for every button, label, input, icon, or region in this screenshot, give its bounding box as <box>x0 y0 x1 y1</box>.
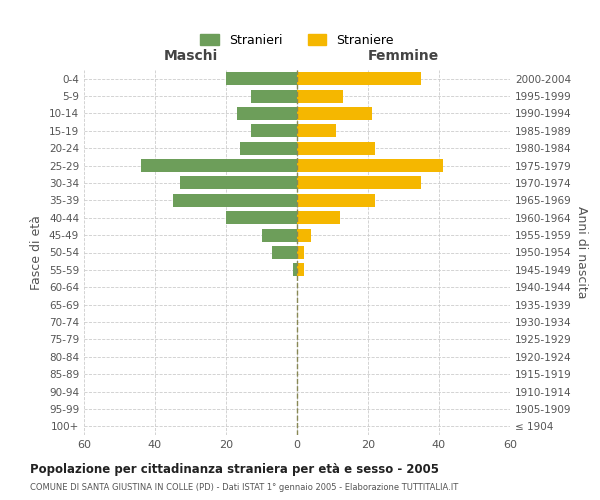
Bar <box>141 159 297 172</box>
Bar <box>297 124 336 138</box>
Bar <box>297 176 421 190</box>
Bar <box>240 142 297 154</box>
Text: COMUNE DI SANTA GIUSTINA IN COLLE (PD) - Dati ISTAT 1° gennaio 2005 - Elaborazio: COMUNE DI SANTA GIUSTINA IN COLLE (PD) -… <box>30 484 458 492</box>
Bar <box>226 211 297 224</box>
Bar <box>297 107 371 120</box>
Legend: Stranieri, Straniere: Stranieri, Straniere <box>195 29 399 52</box>
Bar <box>297 159 443 172</box>
Bar <box>297 264 304 276</box>
Text: Maschi: Maschi <box>163 48 218 62</box>
Bar <box>272 246 297 259</box>
Bar <box>297 228 311 241</box>
Bar <box>262 228 297 241</box>
Bar <box>251 90 297 102</box>
Bar <box>297 246 304 259</box>
Bar <box>297 90 343 102</box>
Y-axis label: Fasce di età: Fasce di età <box>31 215 43 290</box>
Bar <box>226 72 297 85</box>
Text: Popolazione per cittadinanza straniera per età e sesso - 2005: Popolazione per cittadinanza straniera p… <box>30 462 439 475</box>
Bar <box>297 194 375 207</box>
Bar <box>297 72 421 85</box>
Bar <box>297 211 340 224</box>
Y-axis label: Anni di nascita: Anni di nascita <box>575 206 588 298</box>
Bar <box>293 264 297 276</box>
Bar <box>251 124 297 138</box>
Bar <box>173 194 297 207</box>
Text: Femmine: Femmine <box>368 48 439 62</box>
Bar <box>180 176 297 190</box>
Bar <box>297 142 375 154</box>
Bar <box>236 107 297 120</box>
